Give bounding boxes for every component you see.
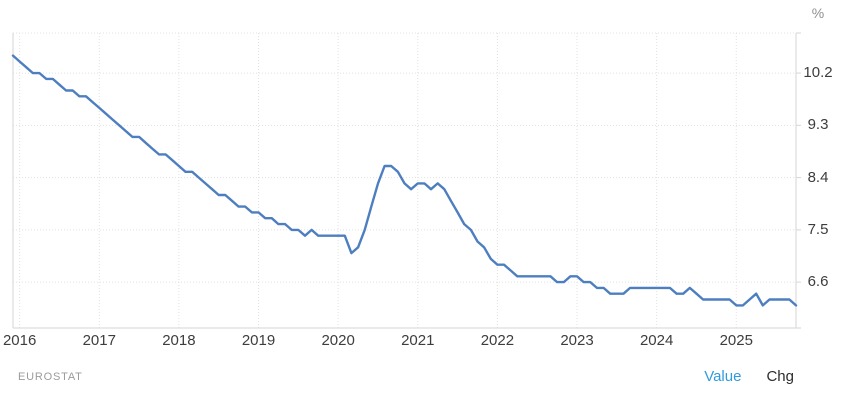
x-tick-label: 2022 [480, 332, 515, 349]
chg-tab-link[interactable]: Chg [766, 368, 794, 385]
y-tick-label: 8.4 [807, 168, 829, 186]
footer-links: Value Chg [704, 368, 794, 385]
y-tick-label: 9.3 [807, 116, 829, 134]
chart-plot-svg [11, 32, 801, 329]
x-tick-label: 2021 [401, 332, 435, 349]
x-tick-label: 2019 [241, 332, 276, 349]
data-line-series[interactable] [11, 54, 798, 307]
x-tick-label: 2018 [162, 332, 196, 349]
x-tick-label: 2016 [2, 332, 37, 349]
x-tick-label: 2023 [560, 332, 594, 349]
value-tab-link[interactable]: Value [704, 368, 742, 385]
y-tick-label: 7.5 [807, 220, 829, 238]
x-tick-label: 2024 [639, 332, 674, 349]
x-tick-label: 2025 [719, 332, 753, 349]
y-tick-label: 10.2 [803, 64, 833, 82]
y-tick-label: 6.6 [807, 273, 829, 291]
x-tick-label: 2020 [321, 332, 355, 349]
source-attribution-label: EUROSTAT [18, 371, 83, 383]
y-axis-unit-label: % [811, 5, 825, 21]
x-tick-label: 2017 [82, 332, 116, 349]
